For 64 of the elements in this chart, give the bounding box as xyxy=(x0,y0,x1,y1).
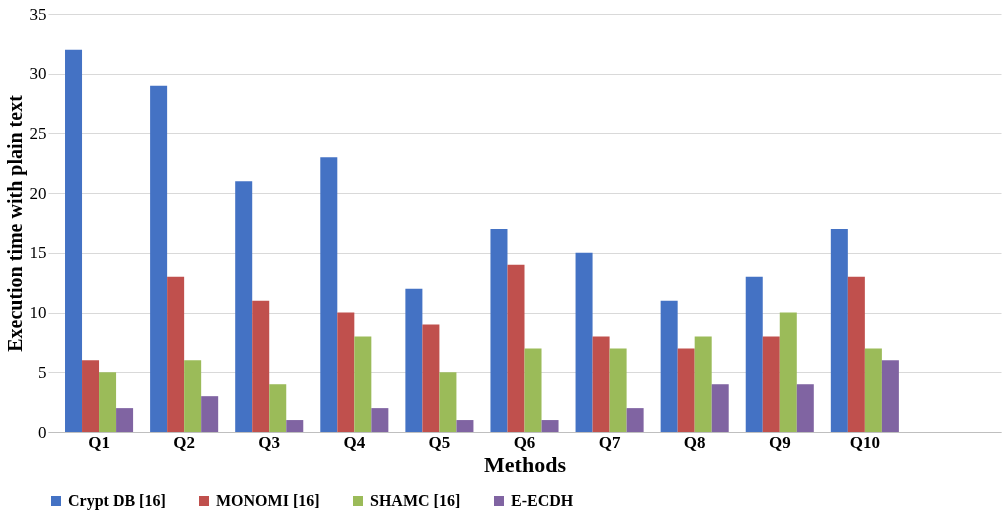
bar xyxy=(65,49,83,432)
bar xyxy=(609,348,627,432)
y-tick-label: 30 xyxy=(29,64,47,84)
x-tick-label: Q6 xyxy=(513,432,536,452)
bar xyxy=(541,420,559,432)
y-axis-title: Execution time with plain text xyxy=(3,94,27,352)
x-tick-label: Q4 xyxy=(343,432,366,452)
legend-label: E-ECDH xyxy=(511,492,574,509)
y-tick-label: 25 xyxy=(29,123,47,143)
y-tick-label: 0 xyxy=(38,422,47,442)
bar xyxy=(150,85,168,432)
legend-label: Crypt DB [16] xyxy=(68,492,166,510)
bar xyxy=(507,264,525,432)
x-tick-label: Q1 xyxy=(88,432,110,452)
y-tick-label: 10 xyxy=(29,303,47,323)
bar xyxy=(575,252,593,432)
x-axis-title: Methods xyxy=(484,451,567,477)
x-tick-label: Q8 xyxy=(683,432,706,452)
bar xyxy=(337,312,355,432)
bar xyxy=(490,228,508,432)
bar xyxy=(286,420,304,432)
bar xyxy=(592,336,610,432)
bar xyxy=(320,157,338,432)
legend-label: MONOMI [16] xyxy=(216,492,320,509)
bar xyxy=(235,181,253,432)
bar xyxy=(439,372,457,432)
y-tick-label: 5 xyxy=(38,362,47,382)
bar xyxy=(371,408,389,432)
legend-label: SHAMC [16] xyxy=(370,492,461,509)
bar xyxy=(405,288,423,432)
x-tick-label: Q5 xyxy=(428,432,451,452)
bar xyxy=(660,300,678,432)
y-tick-label: 35 xyxy=(29,4,47,24)
bar xyxy=(422,324,440,432)
bar xyxy=(201,396,219,432)
bar xyxy=(252,300,270,432)
bar xyxy=(626,408,644,432)
bar xyxy=(167,276,185,432)
y-tick-label: 20 xyxy=(29,183,47,203)
y-tick-label: 15 xyxy=(29,243,47,263)
bar xyxy=(796,384,814,432)
bar xyxy=(864,348,882,432)
bar xyxy=(881,360,899,432)
x-tick-label: Q10 xyxy=(849,432,880,452)
bar xyxy=(745,276,763,432)
bar xyxy=(524,348,542,432)
x-tick-label: Q2 xyxy=(173,432,196,452)
bar xyxy=(779,312,797,432)
bar xyxy=(762,336,780,432)
bar xyxy=(184,360,202,432)
bar xyxy=(694,336,712,432)
bar xyxy=(456,420,474,432)
bar xyxy=(711,384,729,432)
bar xyxy=(82,360,100,432)
bar xyxy=(677,348,695,432)
x-tick-label: Q3 xyxy=(258,432,281,452)
x-tick-label: Q7 xyxy=(598,432,621,452)
bar xyxy=(269,384,287,432)
bar xyxy=(830,228,848,432)
x-tick-label: Q9 xyxy=(768,432,791,452)
bar xyxy=(116,408,134,432)
bar xyxy=(354,336,372,432)
bar xyxy=(847,276,865,432)
bar xyxy=(99,372,117,432)
